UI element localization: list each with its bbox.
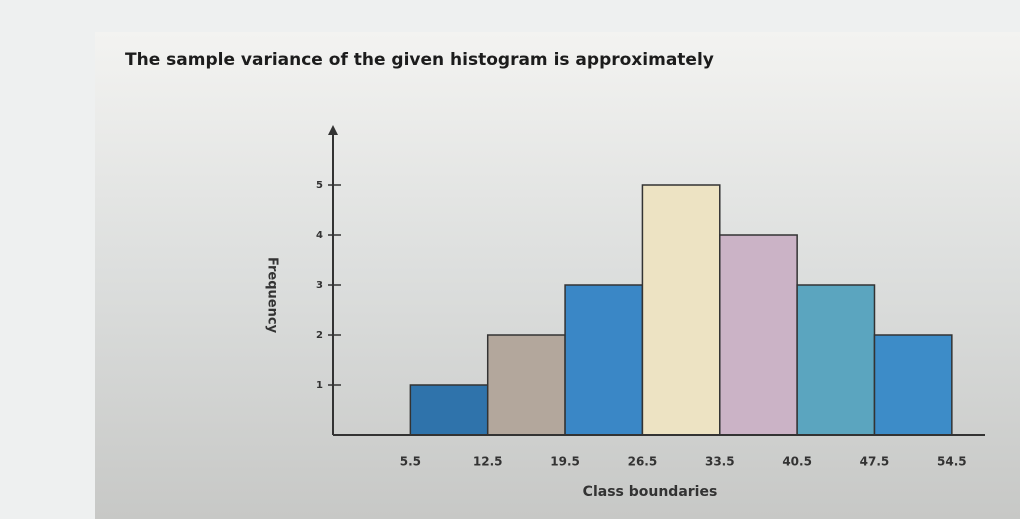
bar: [641, 184, 721, 436]
y-tick-label: 4: [316, 230, 323, 241]
bar: [486, 334, 566, 436]
x-tick-label: 33.5: [705, 455, 735, 469]
x-tick-label: 47.5: [860, 455, 890, 469]
x-tick-label: 12.5: [473, 455, 503, 469]
x-tick-label: 19.5: [550, 455, 580, 469]
question: The sample variance of the given histogr…: [125, 50, 714, 70]
bar: [796, 284, 876, 436]
bar: [873, 334, 953, 436]
panel: [95, 32, 1020, 519]
y-tick-label: 3: [316, 280, 323, 291]
x-tick-label: 40.5: [782, 455, 812, 469]
y-axis-arrow: [328, 125, 338, 135]
y-tick-label: 2: [316, 330, 323, 341]
bar: [409, 384, 489, 436]
bar: [564, 284, 644, 436]
y-axis-label: Frequency: [265, 257, 280, 334]
x-tick-label: 26.5: [628, 455, 658, 469]
x-tick-label: 54.5: [937, 455, 967, 469]
x-tick-label: 5.5: [400, 455, 421, 469]
y-tick-label: 1: [316, 380, 323, 391]
y-tick-label: 5: [316, 180, 323, 191]
x-axis-label: Class boundaries: [583, 484, 718, 500]
bar: [719, 234, 798, 436]
